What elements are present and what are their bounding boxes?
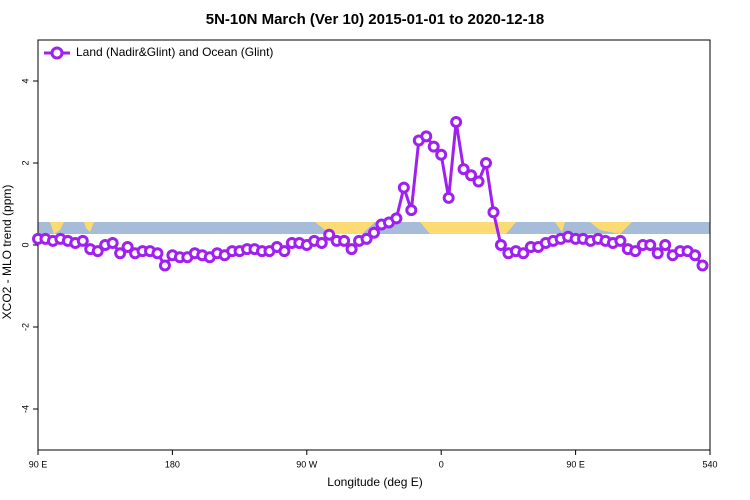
chart-title: 5N-10N March (Ver 10) 2015-01-01 to 2020… [206,11,545,28]
land-patch [555,222,565,232]
y-tick-label: 4 [20,78,30,83]
data-point [644,239,657,251]
data-point [614,234,627,247]
land-patch [590,222,632,234]
data-point [442,191,455,204]
x-tick-label: 90 W [296,459,318,469]
y-tick-label: -2 [20,323,30,331]
data-point [487,206,500,219]
x-tick-label: 540 [702,459,717,469]
data-point [368,226,380,239]
land-patch [50,222,64,234]
y-axis-label: XCO2 - MLO trend (ppm) [0,185,14,320]
x-tick-label: 180 [165,459,180,469]
data-point [659,239,672,251]
data-point [420,130,433,143]
x-tick-label: 90 E [566,459,585,469]
data-point [76,234,89,247]
data-point [480,157,492,169]
data-point [472,175,485,188]
data-point [323,228,336,241]
legend-label: Land (Nadir&Glint) and Ocean (Glint) [76,45,273,59]
data-point [397,181,410,194]
data-point [457,163,470,176]
data-point [494,239,507,251]
land-patch [420,222,516,234]
data-point [435,148,448,161]
data-point [405,204,418,217]
data-point [390,212,403,225]
data-point [517,247,530,260]
data-point [315,236,328,249]
data-point [465,169,478,182]
data-point [106,236,119,249]
x-axis-label: Longitude (deg E) [327,475,422,489]
x-tick-label: 0 [439,459,444,469]
data-point [360,232,373,245]
data-point [450,116,463,128]
data-point [427,140,440,153]
data-point [345,243,358,256]
land-patch [84,222,94,232]
data-point [91,245,104,258]
data-point [696,259,709,272]
legend-marker [50,46,64,60]
y-tick-label: -4 [20,405,30,413]
data-point [151,247,164,260]
data-point [629,245,642,258]
data-point [114,247,127,260]
data-point [338,234,351,247]
data-point [651,247,664,260]
y-tick-label: 2 [20,160,30,165]
x-tick-label: 90 E [29,459,48,469]
data-point [121,241,134,254]
data-point [158,259,171,272]
data-point [278,245,291,258]
y-tick-label: 0 [20,242,30,247]
legend: Land (Nadir&Glint) and Ocean (Glint) [44,45,273,60]
data-point [689,249,702,262]
